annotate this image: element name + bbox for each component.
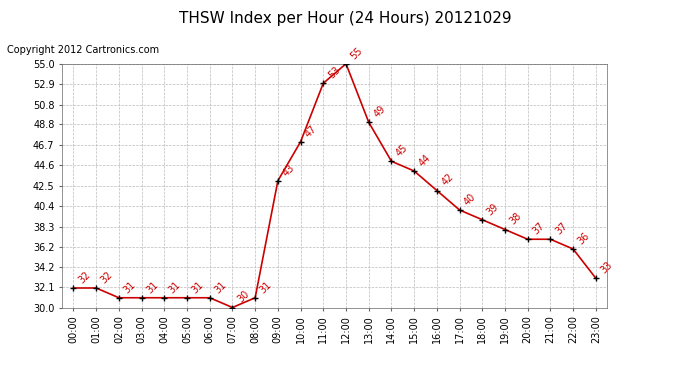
Text: 49: 49 [371,104,387,120]
Text: 31: 31 [258,279,274,295]
Text: 30: 30 [235,289,251,305]
Text: 42: 42 [440,172,455,188]
Text: THSW  (°F): THSW (°F) [560,30,624,40]
Text: 31: 31 [167,279,183,295]
Text: 55: 55 [348,45,365,61]
Text: 31: 31 [190,279,206,295]
Text: 38: 38 [508,211,524,227]
Text: 40: 40 [462,192,478,207]
Text: 32: 32 [99,269,115,285]
Text: 31: 31 [121,279,137,295]
Text: 47: 47 [304,123,319,139]
Text: 31: 31 [213,279,228,295]
Text: 44: 44 [417,153,433,168]
Text: 53: 53 [326,64,342,81]
Text: 33: 33 [599,260,614,276]
Text: 36: 36 [576,231,591,246]
Text: 43: 43 [281,162,297,178]
Text: 45: 45 [394,142,410,159]
Text: 31: 31 [144,279,160,295]
Text: 37: 37 [553,220,569,237]
Text: 37: 37 [531,220,546,237]
Text: 39: 39 [485,201,501,217]
Text: 32: 32 [76,269,92,285]
Text: THSW Index per Hour (24 Hours) 20121029: THSW Index per Hour (24 Hours) 20121029 [179,11,511,26]
Text: Copyright 2012 Cartronics.com: Copyright 2012 Cartronics.com [7,45,159,55]
